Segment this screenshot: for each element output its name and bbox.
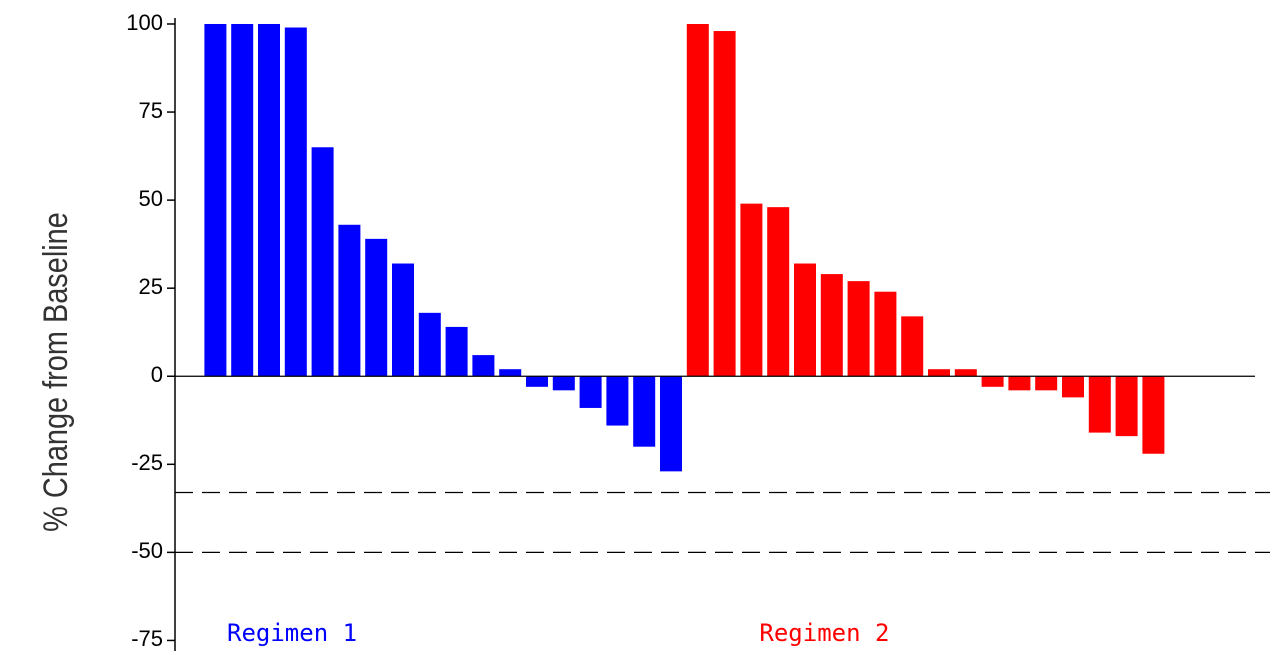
bar — [1062, 376, 1084, 398]
y-tick-label: -75 — [131, 626, 163, 651]
bar — [258, 23, 280, 377]
bar — [499, 369, 522, 377]
bar — [660, 376, 682, 472]
bar — [1008, 376, 1031, 391]
bar — [847, 281, 870, 377]
bar — [472, 355, 495, 377]
bar — [284, 27, 307, 377]
y-tick-label: 100 — [126, 10, 163, 35]
bar — [1035, 376, 1058, 391]
bar — [874, 291, 897, 377]
series-label: Regimen 1 — [227, 619, 357, 647]
bar — [928, 369, 950, 377]
bar — [526, 376, 548, 387]
y-tick-label: 25 — [139, 274, 163, 299]
bar — [954, 369, 977, 377]
bar — [338, 224, 361, 377]
bar — [1142, 376, 1165, 454]
bar — [1115, 376, 1138, 437]
y-tick-label: 50 — [139, 186, 163, 211]
bar — [1088, 376, 1111, 433]
bar — [231, 23, 254, 377]
y-tick-label: 0 — [151, 362, 163, 387]
y-axis-label: % Change from Baseline — [36, 212, 75, 532]
bar — [365, 238, 388, 377]
bar — [445, 326, 468, 377]
bar — [767, 207, 790, 377]
bar — [204, 23, 227, 377]
bar — [633, 376, 656, 447]
bar — [606, 376, 629, 426]
bar — [820, 274, 843, 377]
bar — [901, 316, 924, 377]
bar — [981, 376, 1004, 387]
y-tick-label: -50 — [131, 538, 163, 563]
bar — [713, 31, 736, 377]
bar — [579, 376, 602, 408]
bar — [794, 263, 816, 377]
bar — [740, 203, 763, 377]
y-tick-label: -25 — [131, 450, 163, 475]
series-label: Regimen 2 — [759, 619, 889, 647]
bar — [311, 147, 334, 377]
bar — [418, 312, 441, 377]
bar — [392, 263, 414, 377]
bar — [552, 376, 575, 391]
y-tick-label: 75 — [139, 98, 163, 123]
bar — [686, 23, 709, 377]
